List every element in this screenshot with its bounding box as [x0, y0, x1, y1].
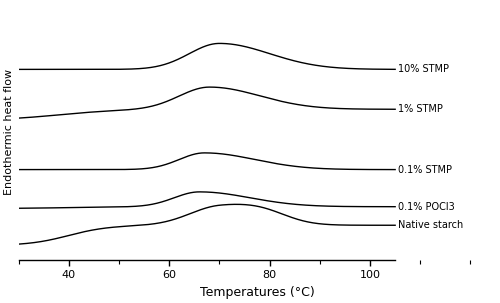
Text: 1% STMP: 1% STMP: [398, 104, 442, 114]
Y-axis label: Endothermic heat flow: Endothermic heat flow: [4, 69, 15, 195]
Text: Native starch: Native starch: [398, 220, 463, 230]
X-axis label: Temperatures (°C): Temperatures (°C): [200, 285, 314, 298]
Text: 0.1% POCl3: 0.1% POCl3: [398, 202, 454, 212]
Text: 10% STMP: 10% STMP: [398, 64, 448, 74]
Text: 0.1% STMP: 0.1% STMP: [398, 165, 452, 175]
